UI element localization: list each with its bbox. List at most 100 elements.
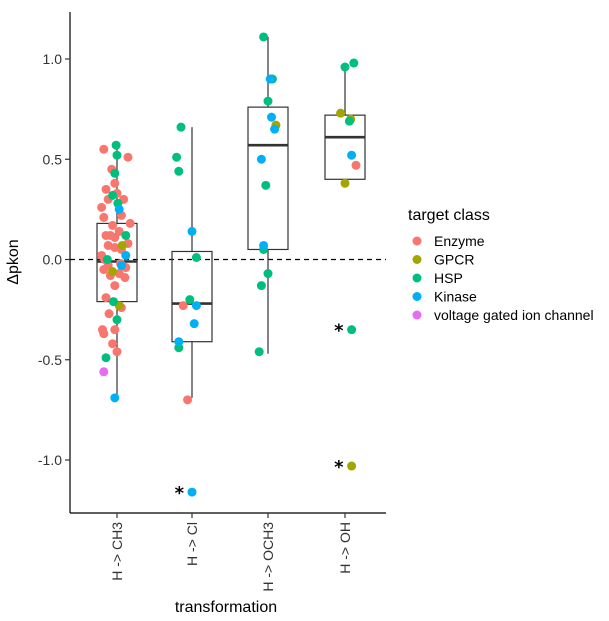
data-point: [99, 265, 109, 275]
data-point: [101, 293, 111, 303]
data-point: [112, 150, 122, 160]
data-point: [256, 154, 266, 164]
outlier-marker: *: [334, 457, 344, 478]
data-point: [123, 152, 133, 162]
data-point: [114, 204, 124, 214]
data-point: [108, 267, 118, 277]
series-voltage-gated-ion-channel: [99, 367, 109, 377]
data-point: [263, 96, 273, 106]
data-point: [254, 347, 264, 357]
data-point: [110, 325, 120, 335]
data-point: [265, 74, 275, 84]
data-point: [261, 180, 271, 190]
data-point: [111, 140, 121, 150]
data-point: [108, 297, 118, 307]
data-point: [347, 150, 357, 160]
x-tick-label: H -> Cl: [184, 522, 200, 566]
box-iqr: [247, 106, 289, 251]
data-point: [263, 269, 273, 279]
data-point: [117, 240, 127, 250]
data-point: [99, 212, 109, 222]
data-point: [189, 319, 199, 329]
data-point: [191, 252, 201, 262]
data-point: [183, 395, 193, 405]
data-point: [174, 166, 184, 176]
legend-title: target class: [408, 207, 490, 224]
data-point: [187, 487, 197, 497]
legend-key: [412, 273, 422, 283]
data-point: [178, 301, 188, 311]
legend-key: [412, 255, 422, 264]
data-point: [185, 295, 195, 305]
data-point: [172, 152, 182, 162]
series-hsp: [101, 32, 359, 363]
outlier-marker: *: [175, 483, 185, 504]
data-point: [102, 255, 112, 264]
data-point: [191, 301, 201, 311]
data-point: [267, 112, 277, 122]
data-point: [112, 315, 122, 325]
data-point: [347, 325, 357, 335]
data-point: [340, 178, 350, 188]
box-iqr: [171, 250, 213, 343]
data-point: [174, 337, 184, 347]
legend-key: [412, 292, 422, 301]
legend: target class Enzyme GPCR HSP Kinase voltage …: [408, 207, 594, 323]
data-point: [108, 339, 118, 349]
legend-label: GPCR: [434, 252, 474, 268]
data-point: [101, 184, 111, 194]
y-tick-label: 1.0: [43, 51, 63, 67]
series-gpcr: [108, 108, 357, 471]
data-point: [112, 347, 122, 357]
y-tick-label: -1.0: [38, 452, 62, 468]
y-tick-label: 0.0: [43, 252, 63, 268]
box-iqr: [324, 114, 366, 180]
data-point: [259, 240, 269, 250]
plot-area: * * * 1.0 0.5 0.0 -0.5 -1.0 H -> CH3 H -> Cl H -> …: [38, 12, 386, 592]
data-point: [340, 62, 350, 72]
data-point: [351, 160, 361, 170]
data-point: [99, 329, 109, 339]
data-point: [108, 190, 118, 200]
legend-label: voltage gated ion channel: [434, 307, 594, 323]
data-point: [110, 168, 120, 178]
data-point: [125, 218, 135, 228]
data-point: [104, 309, 114, 319]
data-point: [336, 108, 346, 118]
box-h-och3: [247, 36, 289, 354]
x-axis-title: transformation: [175, 599, 277, 616]
data-point: [187, 226, 197, 236]
y-axis-title: Δpkon: [5, 239, 22, 284]
data-point: [256, 281, 266, 291]
legend-label: Enzyme: [434, 233, 485, 249]
data-point: [121, 250, 131, 260]
x-tick-label: H -> OH: [337, 522, 353, 574]
data-point: [344, 116, 354, 126]
data-point: [121, 230, 131, 240]
series-kinase: [110, 74, 357, 497]
y-tick-label: -0.5: [38, 352, 62, 368]
data-point: [97, 202, 107, 212]
data-point: [347, 461, 357, 471]
legend-label: Kinase: [434, 289, 477, 305]
data-point: [110, 178, 120, 188]
data-point: [101, 353, 111, 363]
data-point: [270, 124, 280, 134]
legend-key: [412, 310, 422, 320]
legend-key: [412, 236, 422, 246]
data-point: [110, 393, 120, 403]
outlier-marker: *: [334, 321, 344, 342]
data-point: [108, 220, 118, 230]
data-point: [99, 367, 109, 377]
data-point: [349, 58, 359, 68]
data-point: [99, 144, 109, 154]
data-point: [259, 32, 269, 42]
data-point: [176, 122, 186, 132]
data-point: [110, 281, 120, 291]
x-tick-label: H -> OCH3: [260, 522, 276, 592]
data-point: [120, 273, 130, 283]
y-tick-label: 0.5: [43, 151, 63, 167]
data-point: [116, 261, 126, 271]
x-tick-label: H -> CH3: [109, 522, 125, 581]
